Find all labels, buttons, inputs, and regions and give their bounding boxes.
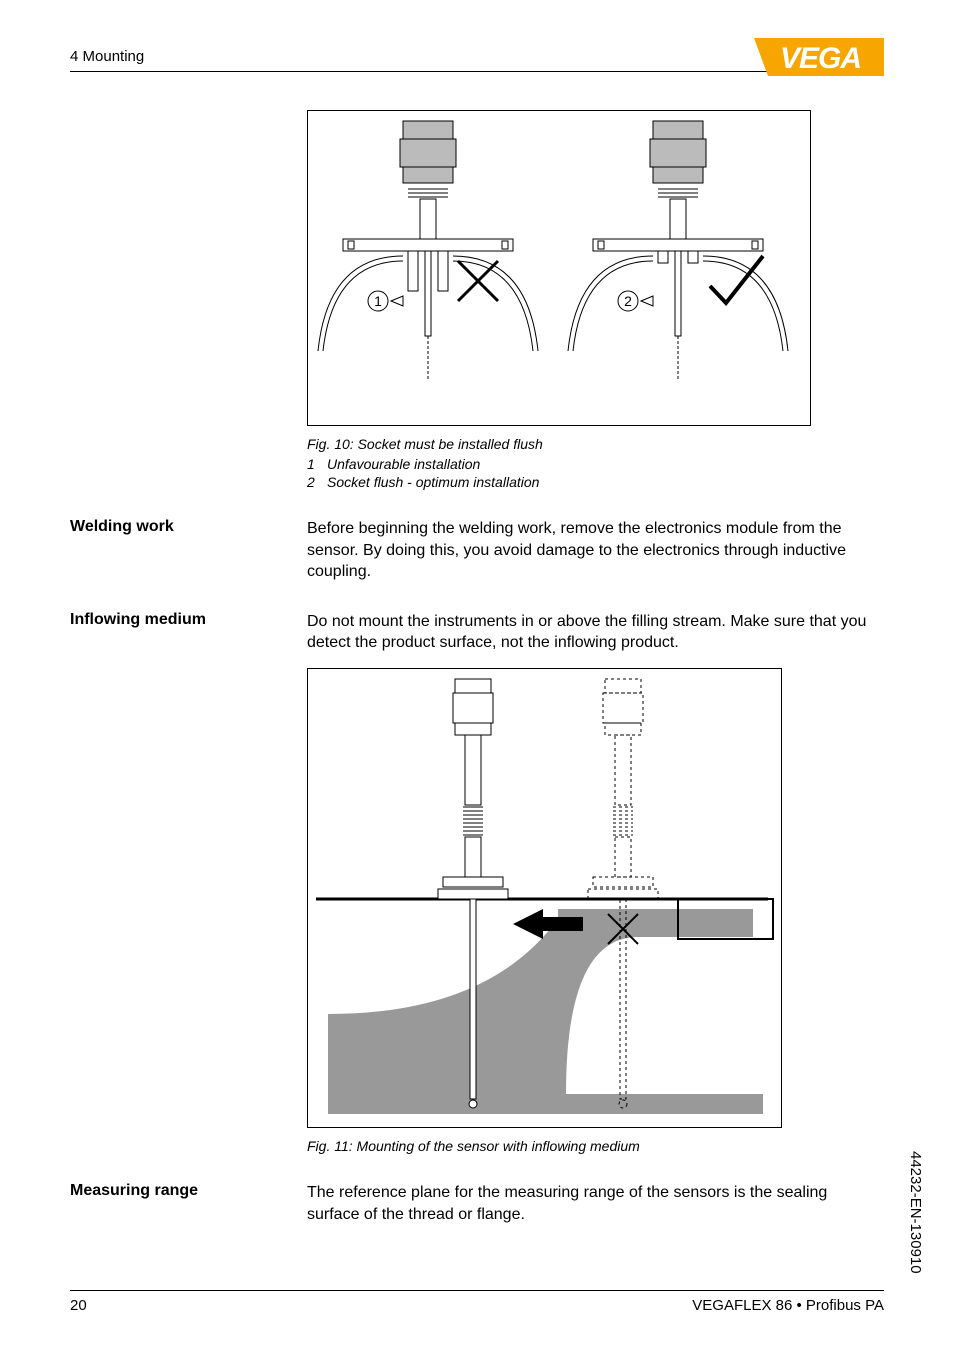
product-name: VEGAFLEX 86 • Profibus PA [692, 1297, 884, 1314]
label-measuring: Measuring range [70, 1182, 307, 1225]
label-welding: Welding work [70, 518, 307, 583]
section-inflowing: Inflowing medium Do not mount the instru… [70, 611, 884, 654]
page-footer: 20 VEGAFLEX 86 • Profibus PA [70, 1290, 884, 1314]
figure-11-caption: Fig. 11: Mounting of the sensor with inf… [307, 1138, 884, 1154]
section-welding: Welding work Before beginning the weldin… [70, 518, 884, 583]
section-measuring: Measuring range The reference plane for … [70, 1182, 884, 1225]
callout-2: 2 [624, 293, 632, 309]
text-welding: Before beginning the welding work, remov… [307, 518, 884, 583]
header-section: 4 Mounting [70, 48, 144, 65]
figure-10-legend: 1Unfavourable installation 2Socket flush… [307, 456, 884, 490]
figure-10-caption: Fig. 10: Socket must be installed flush [307, 436, 884, 452]
page-content: 1 [70, 110, 884, 1225]
page-number: 20 [70, 1297, 87, 1314]
vega-logo: VEGA [754, 38, 884, 81]
figure-10-svg: 1 [308, 111, 810, 425]
figure-11-box [307, 668, 782, 1128]
figure-10-box: 1 [307, 110, 811, 426]
callout-1: 1 [374, 293, 382, 309]
text-inflowing: Do not mount the instruments in or above… [307, 611, 884, 654]
text-measuring: The reference plane for the measuring ra… [307, 1182, 884, 1225]
figure-11-svg [308, 669, 781, 1127]
legend-num: 1 [307, 456, 327, 472]
document-id: 44232-EN-130910 [907, 1151, 924, 1274]
legend-text: Unfavourable installation [327, 456, 480, 472]
svg-text:VEGA: VEGA [780, 42, 861, 75]
label-inflowing: Inflowing medium [70, 611, 307, 654]
legend-num: 2 [307, 474, 327, 490]
legend-text: Socket flush - optimum installation [327, 474, 539, 490]
